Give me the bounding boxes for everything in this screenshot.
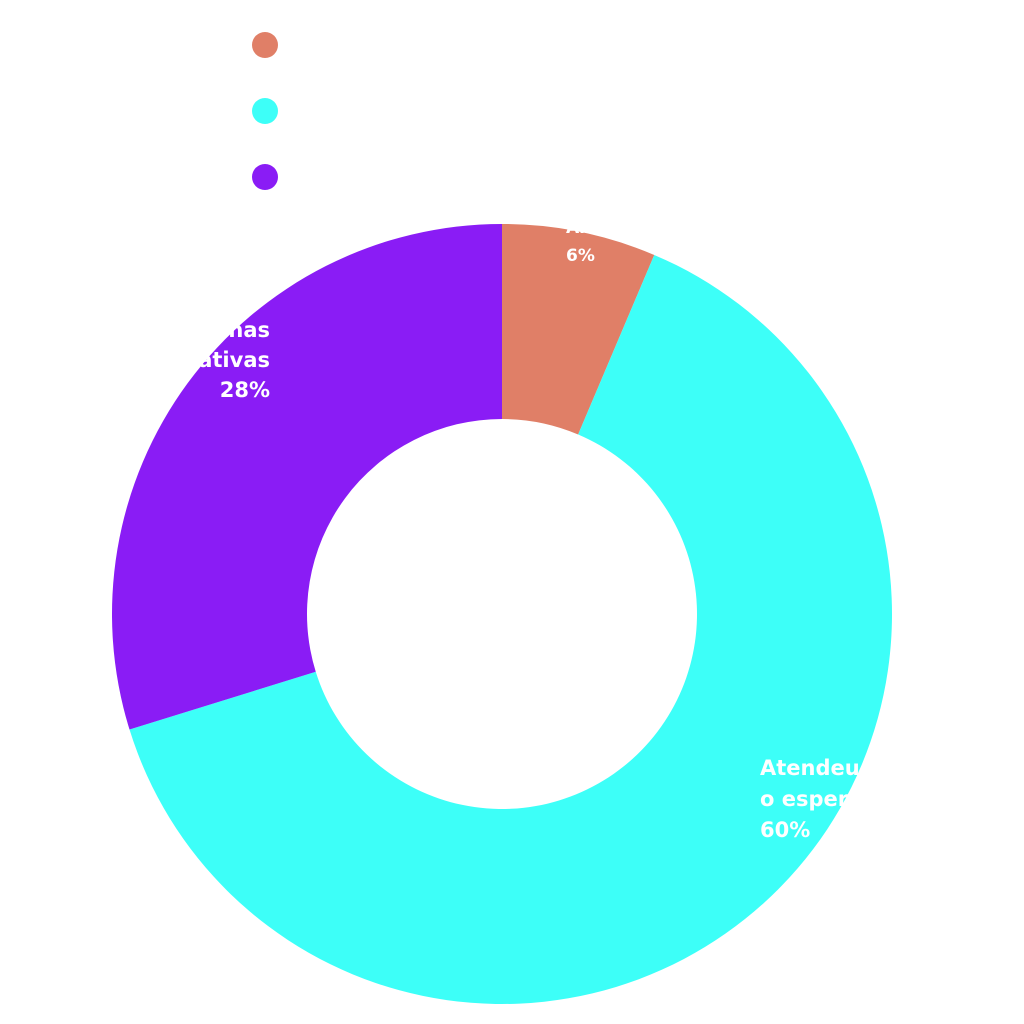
slice-label-as-expected-line: 60% <box>760 818 810 842</box>
slice-label-as-expected-line: Atendeu conforme <box>760 756 979 780</box>
legend-label-as-expected: Atendeu conforme o esperado <box>292 97 656 125</box>
slice-as-expected <box>129 254 892 1004</box>
legend-swatch-below <box>252 32 278 58</box>
chart-legend: Abaixo das minhas expectativas Atendeu c… <box>252 30 718 228</box>
slice-label-beyond-line: 28% <box>220 378 270 402</box>
legend-label-below: Abaixo das minhas expectativas <box>292 31 680 59</box>
slice-label-as-expected-line: o esperado <box>760 787 892 811</box>
slice-label-as-expected: Atendeu conforme o esperado 60% <box>760 756 979 842</box>
slice-label-beyond-line: expectativas <box>119 348 270 372</box>
legend-item-below: Abaixo das minhas expectativas <box>252 30 718 60</box>
slice-label-beyond-line: Para além das minhas <box>10 318 270 342</box>
legend-item-as-expected: Atendeu conforme o esperado <box>252 96 718 126</box>
legend-swatch-as-expected <box>252 98 278 124</box>
legend-label-beyond: Para além das minhas expectativas <box>292 163 719 191</box>
slice-label-below: Abaixo das minhas expectativas 6% <box>566 218 875 266</box>
legend-item-beyond: Para além das minhas expectativas <box>252 162 718 192</box>
slice-label-beyond: Para além das minhas expectativas 28% <box>10 318 270 402</box>
legend-swatch-beyond <box>252 164 278 190</box>
slice-label-below-line: 6% <box>566 246 595 266</box>
slice-label-below-line: Abaixo das minhas expectativas <box>566 218 875 238</box>
slice-below <box>502 224 655 435</box>
slice-beyond <box>111 224 503 730</box>
